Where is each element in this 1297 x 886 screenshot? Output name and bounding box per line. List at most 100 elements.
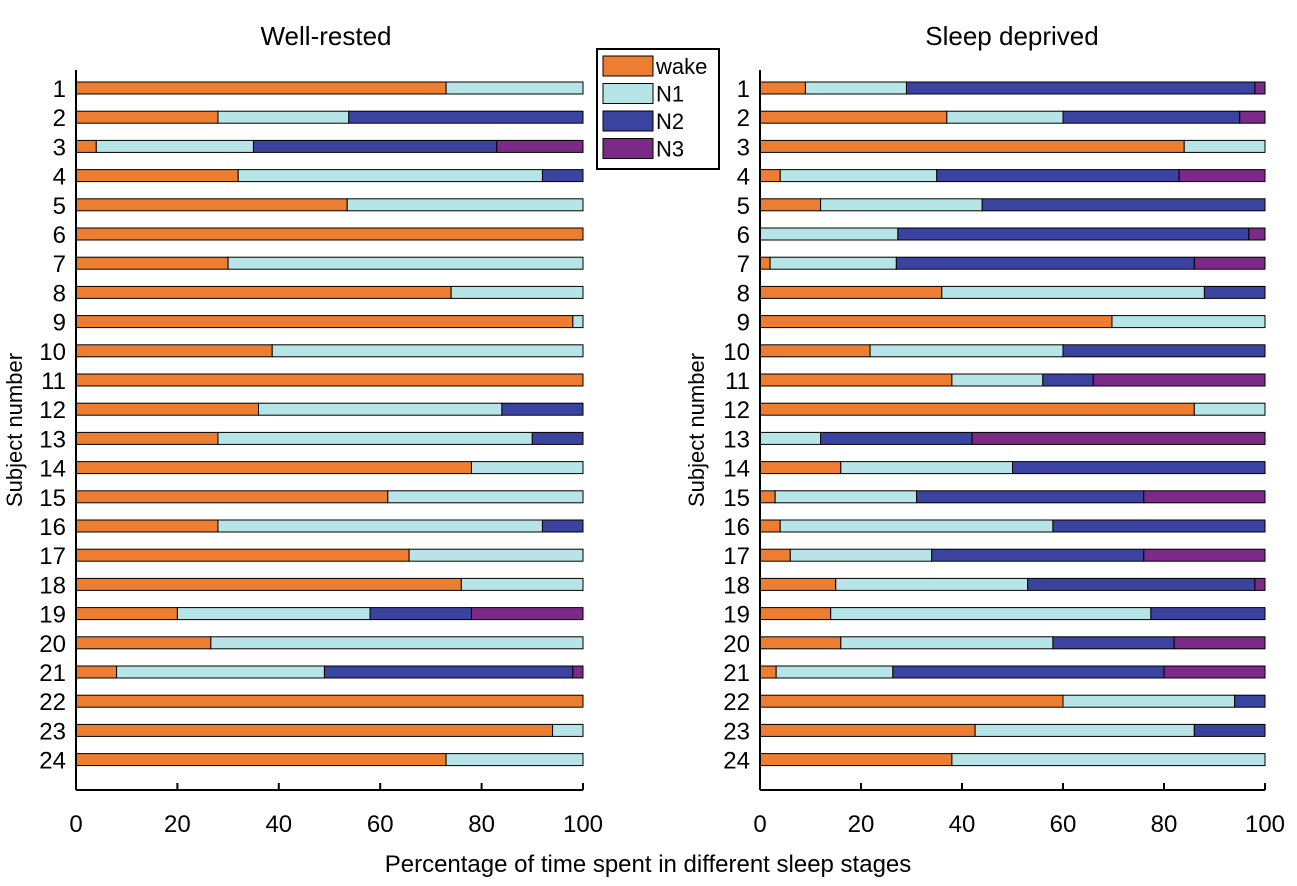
bar-segment-wake bbox=[75, 169, 239, 183]
bar-segment-N2 bbox=[1042, 373, 1094, 387]
bar-segment-N2 bbox=[916, 490, 1145, 504]
bar-segment-wake bbox=[759, 315, 1113, 329]
bar-segment-wake bbox=[75, 548, 410, 562]
bar-segment-N1 bbox=[552, 723, 584, 737]
bar-segment-N1 bbox=[1193, 402, 1266, 416]
bar-segment-wake bbox=[759, 461, 842, 475]
y-tick-label: 2 bbox=[53, 105, 66, 132]
legend-swatch-N3 bbox=[602, 138, 654, 159]
bar-segment-N3 bbox=[1254, 81, 1266, 95]
bar-segment-N2 bbox=[905, 81, 1256, 95]
bar-segment-N2 bbox=[1234, 694, 1266, 708]
y-tick-label: 8 bbox=[737, 280, 750, 307]
x-axis-label: Percentage of time spent in different sl… bbox=[385, 851, 912, 878]
bar-segment-N1 bbox=[217, 519, 543, 533]
y-tick-label: 16 bbox=[39, 514, 66, 541]
bar-segment-wake bbox=[75, 198, 348, 212]
bar-segment-N1 bbox=[445, 753, 584, 767]
bar-segment-N1 bbox=[951, 753, 1266, 767]
panel-title: Sleep deprived bbox=[925, 21, 1098, 51]
bar-segment-N2 bbox=[820, 431, 973, 445]
bar-segment-N2 bbox=[936, 169, 1180, 183]
bar-segment-N1 bbox=[830, 607, 1152, 621]
bar-segment-wake bbox=[759, 169, 781, 183]
bar-segment-wake bbox=[759, 548, 791, 562]
y-tick-label: 3 bbox=[53, 134, 66, 161]
y-tick-label: 13 bbox=[39, 426, 66, 453]
y-tick-label: 6 bbox=[737, 222, 750, 249]
bar-segment-wake bbox=[75, 490, 389, 504]
bar-segment-N1 bbox=[572, 315, 584, 329]
bar-segment-N1 bbox=[840, 461, 1013, 475]
y-tick-label: 1 bbox=[737, 76, 750, 103]
bar-segment-N1 bbox=[210, 636, 584, 650]
y-tick-label: 13 bbox=[723, 426, 750, 453]
legend-swatch-N1 bbox=[602, 83, 654, 104]
bar-segment-N1 bbox=[450, 285, 584, 299]
y-tick-label: 11 bbox=[725, 368, 750, 395]
bar-segment-wake bbox=[75, 227, 584, 241]
y-tick-label: 21 bbox=[39, 660, 66, 687]
bar-segment-N1 bbox=[217, 431, 533, 445]
y-tick-label: 18 bbox=[723, 572, 750, 599]
legend-swatch-wake bbox=[602, 55, 654, 77]
x-tick-label: 100 bbox=[563, 811, 603, 838]
bar-segment-N1 bbox=[869, 344, 1064, 358]
bar-segment-wake bbox=[75, 344, 273, 358]
y-tick-label: 20 bbox=[723, 631, 750, 658]
bar-segment-N1 bbox=[941, 285, 1205, 299]
bar-segment-N2 bbox=[895, 256, 1195, 270]
x-tick-label: 20 bbox=[164, 811, 191, 838]
bar-segment-wake bbox=[759, 753, 953, 767]
y-tick-label: 24 bbox=[723, 748, 750, 775]
bar-segment-wake bbox=[759, 607, 832, 621]
y-tick-label: 17 bbox=[39, 543, 66, 570]
bar-segment-N2 bbox=[1027, 577, 1256, 591]
bar-segment-N1 bbox=[1062, 694, 1236, 708]
y-tick-label: 7 bbox=[737, 251, 750, 278]
bar-segment-N1 bbox=[460, 577, 584, 591]
bar-segment-wake bbox=[75, 519, 219, 533]
bar-segment-N2 bbox=[931, 548, 1145, 562]
legend-label: N3 bbox=[656, 137, 684, 162]
y-tick-label: 9 bbox=[53, 310, 66, 337]
legend-swatch-N2 bbox=[602, 110, 654, 132]
bar-segment-wake bbox=[75, 694, 584, 708]
bar-segment-N1 bbox=[951, 373, 1044, 387]
bar-segment-N1 bbox=[775, 665, 894, 679]
bar-segment-N1 bbox=[835, 577, 1029, 591]
bar-segment-N1 bbox=[116, 665, 325, 679]
bar-segment-N1 bbox=[1183, 139, 1266, 153]
bar-segment-wake bbox=[75, 753, 447, 767]
bar-segment-N2 bbox=[348, 110, 584, 124]
bar-segment-wake bbox=[75, 256, 229, 270]
y-tick-label: 17 bbox=[723, 543, 750, 570]
y-tick-label: 14 bbox=[39, 456, 66, 483]
bar-segment-N3 bbox=[1143, 490, 1266, 504]
bar-segment-N1 bbox=[759, 431, 822, 445]
y-tick-label: 5 bbox=[737, 193, 750, 220]
y-tick-label: 8 bbox=[53, 280, 66, 307]
y-tick-label: 6 bbox=[53, 222, 66, 249]
y-tick-label: 10 bbox=[39, 339, 66, 366]
bar-segment-wake bbox=[759, 490, 776, 504]
y-tick-label: 2 bbox=[737, 105, 750, 132]
bar-segment-N1 bbox=[946, 110, 1064, 124]
bar-segment-N1 bbox=[779, 169, 938, 183]
y-tick-label: 24 bbox=[39, 748, 66, 775]
y-tick-label: 16 bbox=[723, 514, 750, 541]
bar-segment-wake bbox=[759, 285, 943, 299]
bar-segment-N3 bbox=[496, 139, 584, 153]
panel-sleep-deprived: Sleep deprived Subject number 1234567891… bbox=[684, 21, 1285, 838]
x-tick-label: 60 bbox=[367, 811, 394, 838]
panel-title: Well-rested bbox=[260, 21, 391, 51]
bar-segment-wake bbox=[759, 344, 871, 358]
y-tick-label: 12 bbox=[723, 397, 750, 424]
bar-segment-wake bbox=[75, 110, 219, 124]
bar-segment-N3 bbox=[1254, 577, 1266, 591]
bar-segment-N2 bbox=[369, 607, 472, 621]
y-tick-label: 22 bbox=[39, 689, 66, 716]
bar-segment-N2 bbox=[252, 139, 498, 153]
x-tick-label: 40 bbox=[949, 811, 976, 838]
